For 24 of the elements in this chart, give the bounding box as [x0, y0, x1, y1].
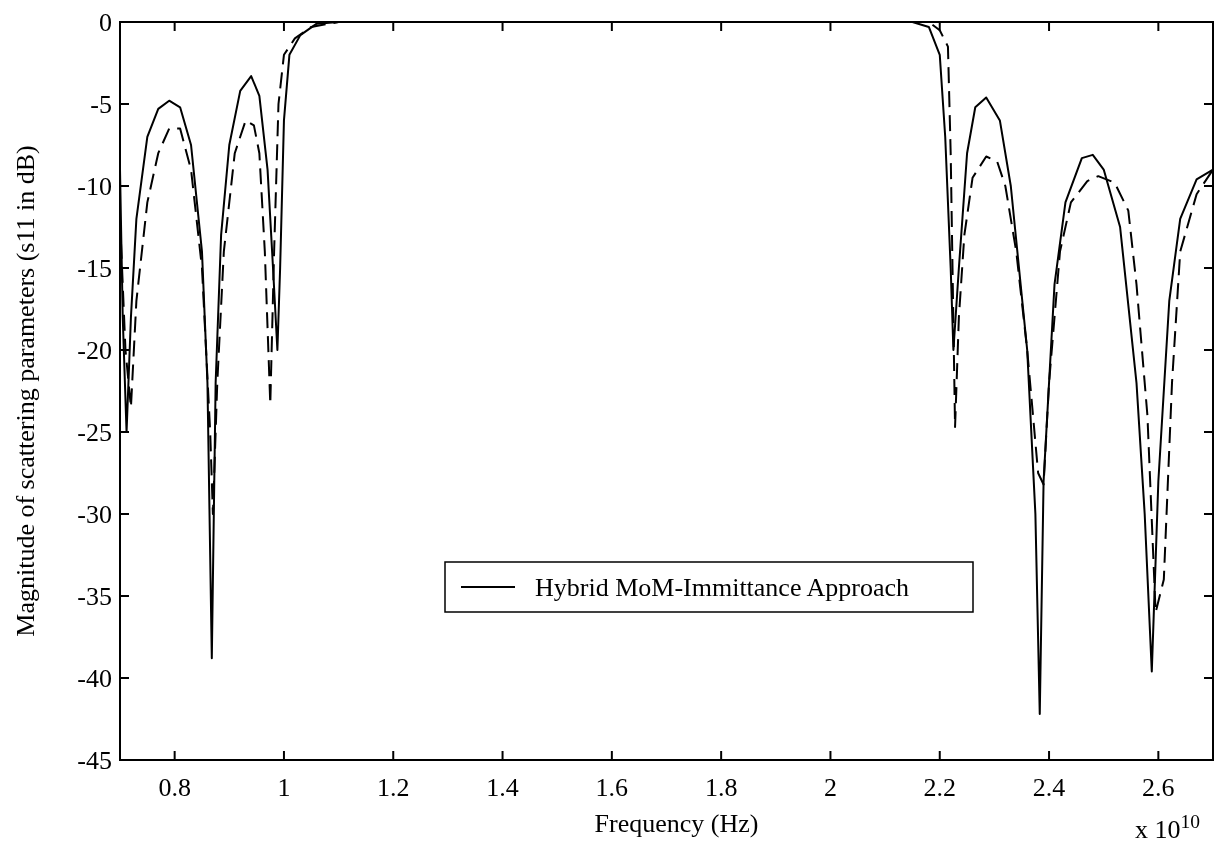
x-tick-label: 2 — [823, 773, 837, 802]
x-tick-label: 1 — [277, 773, 291, 802]
x-tick-label: 2.6 — [1142, 773, 1175, 802]
x-tick-label: 2.4 — [1032, 773, 1066, 802]
y-tick-label: -10 — [77, 172, 112, 201]
y-tick-label: -30 — [77, 500, 112, 529]
y-tick-label: -25 — [77, 418, 112, 447]
x-tick-label: 1.8 — [704, 773, 738, 802]
text: x 10$^{10}$ — [1135, 810, 1200, 844]
x-axis-title: Frequency (Hz) — [594, 809, 759, 838]
y-tick-label: -40 — [77, 664, 112, 693]
y-tick-label: 0 — [99, 8, 112, 37]
x-tick-label: 1.4 — [486, 773, 519, 802]
x-tick-label: 0.8 — [158, 773, 191, 802]
y-tick-label: -20 — [77, 336, 112, 365]
y-tick-label: -35 — [77, 582, 112, 611]
legend-label: Hybrid MoM-Immittance Approach — [535, 573, 910, 602]
y-tick-label: -15 — [77, 254, 112, 283]
x-tick-label: 2.2 — [923, 773, 956, 802]
x-tick-label: 1.6 — [595, 773, 629, 802]
y-tick-label: -5 — [90, 90, 112, 119]
y-tick-label: -45 — [77, 746, 112, 775]
x-tick-label: 1.2 — [377, 773, 410, 802]
y-axis-title: Magnitude of scattering parameters (s11 in dB) — [11, 145, 40, 637]
